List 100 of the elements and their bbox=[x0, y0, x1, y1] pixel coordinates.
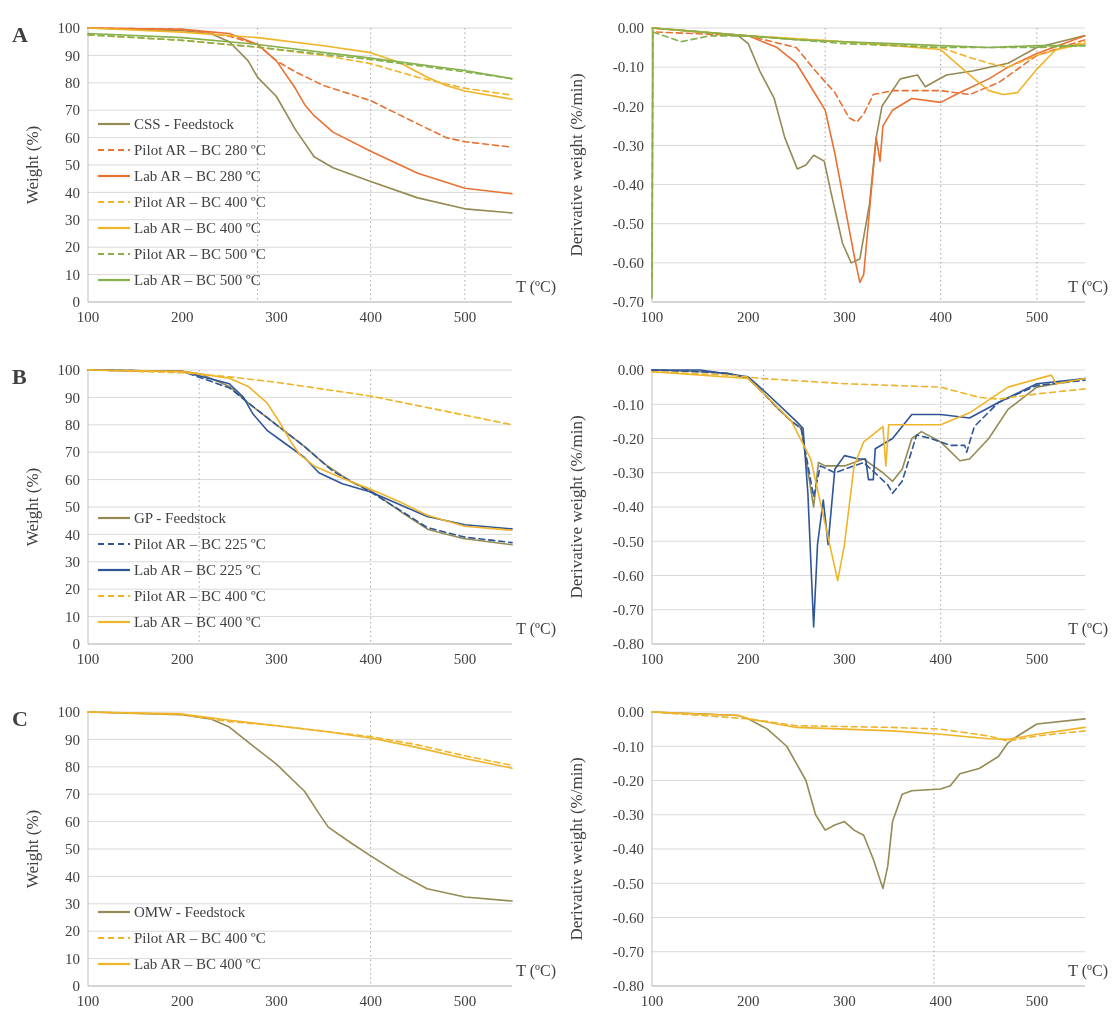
y-tick-label: 90 bbox=[65, 389, 80, 406]
x-tick-label: 300 bbox=[833, 651, 856, 667]
x-tick-label: 500 bbox=[1025, 309, 1049, 325]
legend-label: Lab AR – BC 500 ºC bbox=[134, 272, 261, 289]
legend-label: Pilot AR – BC 400 ºC bbox=[134, 194, 266, 211]
x-axis-title: T (ºC) bbox=[1068, 962, 1108, 980]
x-tick-label: 500 bbox=[453, 651, 477, 667]
y-tick-label: 100 bbox=[57, 704, 80, 721]
y-tick-label: -0.30 bbox=[612, 807, 644, 823]
legend-label: Lab AR – BC 400 ºC bbox=[134, 614, 261, 631]
y-tick-label: 40 bbox=[65, 184, 80, 201]
text: A bbox=[12, 22, 28, 47]
y-tick-label: 90 bbox=[65, 47, 80, 64]
y-axis-title: Derivative weight (%/min) bbox=[567, 757, 586, 941]
x-tick-label: 400 bbox=[929, 993, 952, 1009]
y-tick-label: 100 bbox=[57, 20, 80, 37]
text: B bbox=[12, 364, 27, 389]
x-tick-label: 300 bbox=[265, 309, 288, 325]
y-tick-label: 30 bbox=[65, 212, 80, 229]
x-tick-label: 200 bbox=[736, 309, 760, 325]
x-tick-label: 400 bbox=[359, 309, 382, 325]
y-tick-label: 0.00 bbox=[617, 20, 644, 37]
y-tick-label: -0.30 bbox=[612, 465, 644, 481]
y-tick-label: -0.20 bbox=[612, 98, 644, 115]
y-tick-label: 40 bbox=[65, 868, 80, 885]
legend-label: Lab AR – BC 280 ºC bbox=[134, 168, 261, 185]
x-tick-label: 100 bbox=[640, 993, 664, 1009]
x-tick-label: 400 bbox=[359, 993, 382, 1009]
legend-label: Lab AR – BC 225 ºC bbox=[134, 562, 261, 579]
y-tick-label: -0.50 bbox=[612, 533, 644, 550]
y-tick-label: -0.70 bbox=[612, 944, 644, 960]
y-tick-label: 90 bbox=[65, 731, 80, 748]
y-tick-label: -0.70 bbox=[612, 294, 644, 311]
y-tick-label: 30 bbox=[65, 554, 80, 571]
x-tick-label: 200 bbox=[170, 651, 194, 667]
y-tick-label: -0.60 bbox=[612, 909, 644, 926]
y-tick-label: 0 bbox=[72, 294, 80, 311]
y-tick-label: -0.50 bbox=[612, 215, 644, 232]
y-tick-label: 50 bbox=[65, 499, 80, 516]
y-tick-label: 60 bbox=[65, 471, 80, 488]
y-tick-label: -0.20 bbox=[612, 772, 644, 789]
x-axis-title: T (ºC) bbox=[516, 620, 556, 638]
y-tick-label: -0.40 bbox=[612, 176, 644, 193]
legend-label: Pilot AR – BC 500 ºC bbox=[134, 246, 266, 263]
y-axis-title: Derivative weight (%/min) bbox=[567, 73, 586, 257]
text: C bbox=[12, 706, 28, 731]
y-tick-label: 0 bbox=[72, 636, 80, 653]
y-tick-label: 60 bbox=[65, 129, 80, 146]
x-tick-label: 500 bbox=[1025, 651, 1049, 667]
y-tick-label: -0.50 bbox=[612, 875, 644, 892]
x-tick-label: 200 bbox=[736, 651, 760, 667]
y-tick-label: 0.00 bbox=[617, 362, 644, 379]
y-tick-label: 80 bbox=[65, 75, 80, 92]
y-tick-label: -0.40 bbox=[612, 841, 644, 858]
y-axis-title: Weight (%) bbox=[23, 125, 42, 205]
x-tick-label: 200 bbox=[736, 993, 760, 1009]
x-axis-title: T (ºC) bbox=[1068, 278, 1108, 296]
legend-label: Pilot AR – BC 280 ºC bbox=[134, 142, 266, 159]
y-tick-label: 50 bbox=[65, 157, 80, 174]
x-tick-label: 400 bbox=[359, 651, 382, 667]
y-tick-label: 20 bbox=[65, 581, 80, 598]
x-axis-title: T (ºC) bbox=[516, 962, 556, 980]
y-tick-label: 40 bbox=[65, 526, 80, 543]
x-tick-label: 400 bbox=[929, 651, 952, 667]
y-tick-label: 0 bbox=[72, 978, 80, 995]
y-tick-label: -0.20 bbox=[612, 430, 644, 447]
y-tick-label: 20 bbox=[65, 923, 80, 940]
y-tick-label: 80 bbox=[65, 759, 80, 776]
legend-label: Pilot AR – BC 400 ºC bbox=[134, 930, 266, 947]
legend-label: Pilot AR – BC 225 ºC bbox=[134, 536, 266, 553]
y-tick-label: 10 bbox=[65, 608, 80, 625]
y-tick-label: 100 bbox=[57, 362, 80, 379]
x-tick-label: 500 bbox=[453, 309, 477, 325]
y-tick-label: 70 bbox=[65, 102, 80, 119]
legend-label: CSS - Feedstock bbox=[134, 116, 235, 133]
y-tick-label: 70 bbox=[65, 444, 80, 461]
legend-label: Lab AR – BC 400 ºC bbox=[134, 956, 261, 973]
y-tick-label: 20 bbox=[65, 239, 80, 256]
y-tick-label: 10 bbox=[65, 950, 80, 967]
legend-label: GP - Feedstock bbox=[134, 510, 227, 527]
y-tick-label: -0.70 bbox=[612, 602, 644, 618]
x-tick-label: 200 bbox=[170, 309, 194, 325]
y-tick-label: 30 bbox=[65, 896, 80, 913]
x-tick-label: 500 bbox=[453, 993, 477, 1009]
y-tick-label: 10 bbox=[65, 266, 80, 283]
x-axis-title: T (ºC) bbox=[516, 278, 556, 296]
legend-label: OMW - Feedstock bbox=[134, 904, 246, 921]
x-tick-label: 400 bbox=[929, 309, 952, 325]
y-tick-label: 50 bbox=[65, 841, 80, 858]
y-tick-label: -0.80 bbox=[612, 636, 644, 653]
line-series bbox=[87, 27, 513, 101]
x-tick-label: 100 bbox=[640, 309, 664, 325]
y-tick-label: -0.60 bbox=[612, 255, 644, 272]
y-tick-label: -0.30 bbox=[612, 137, 644, 154]
x-tick-label: 300 bbox=[265, 993, 288, 1009]
x-tick-label: 300 bbox=[833, 309, 856, 325]
y-tick-label: -0.10 bbox=[612, 738, 644, 755]
x-tick-label: 100 bbox=[640, 651, 664, 667]
y-tick-label: -0.60 bbox=[612, 567, 644, 584]
y-tick-label: -0.80 bbox=[612, 978, 644, 995]
